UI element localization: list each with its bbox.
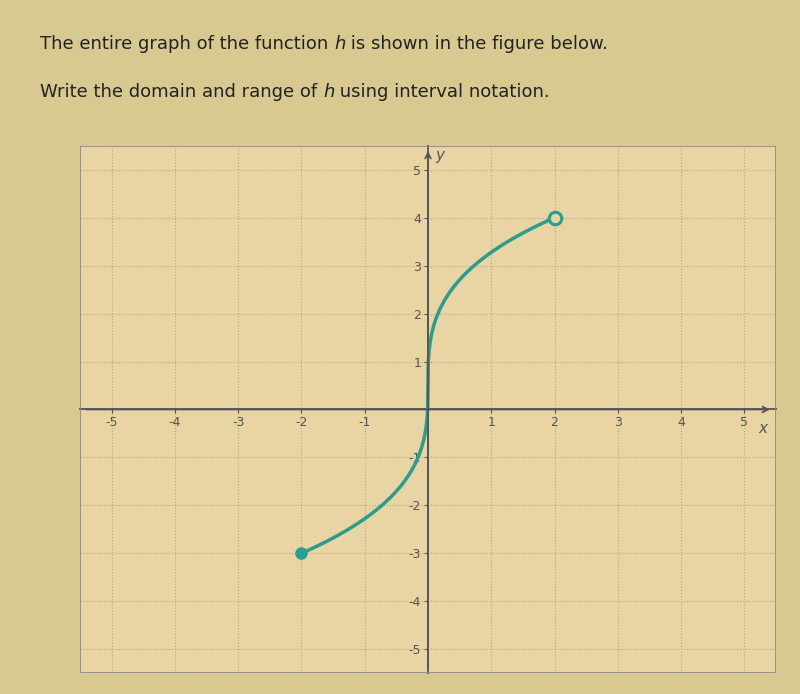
Text: h: h xyxy=(323,83,334,101)
Text: using interval notation.: using interval notation. xyxy=(334,83,550,101)
Text: Write the domain and range of: Write the domain and range of xyxy=(40,83,323,101)
Text: x: x xyxy=(759,421,768,437)
Text: h: h xyxy=(334,35,346,53)
Text: y: y xyxy=(435,148,445,163)
Text: is shown in the figure below.: is shown in the figure below. xyxy=(346,35,608,53)
Text: The entire graph of the function: The entire graph of the function xyxy=(40,35,334,53)
